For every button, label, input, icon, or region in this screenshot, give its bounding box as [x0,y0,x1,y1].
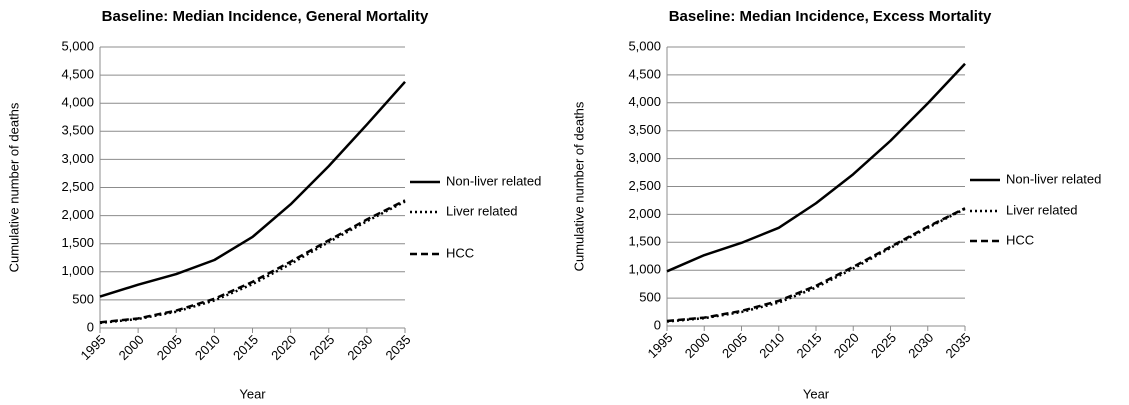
y-tick-label: 3,500 [61,123,94,138]
y-tick-label: 1,500 [61,235,94,250]
chart-panel: Baseline: Median Incidence, Excess Morta… [571,8,1101,401]
y-tick-label: 4,500 [628,66,661,81]
legend-label: HCC [446,245,474,260]
x-tick-label: 2010 [192,332,223,363]
x-tick-label: 2015 [230,332,261,363]
y-tick-label: 1,000 [628,262,661,277]
y-tick-label: 2,500 [61,179,94,194]
x-tick-label: 2005 [154,332,185,363]
x-tick-label: 1995 [77,332,108,363]
x-tick-label: 2030 [905,330,936,361]
x-tick-label: 2000 [116,332,147,363]
y-tick-label: 500 [639,290,661,305]
y-tick-label: 1,000 [61,263,94,278]
x-tick-label: 2005 [719,330,750,361]
x-tick-label: 2000 [682,330,713,361]
y-axis-label: Cumulative number of deaths [6,102,21,272]
data-line [666,207,966,323]
y-tick-label: 3,000 [61,151,94,166]
y-tick-label: 3,500 [628,122,661,137]
y-tick-label: 5,000 [628,38,661,53]
y-tick-label: 4,000 [628,94,661,109]
y-tick-label: 3,000 [628,150,661,165]
y-tick-label: 1,500 [628,234,661,249]
x-tick-label: 1995 [644,330,675,361]
y-tick-label: 5,000 [61,38,94,53]
y-tick-label: 2,500 [628,178,661,193]
y-tick-label: 2,000 [628,206,661,221]
data-line [666,207,966,323]
legend-label: Liver related [1006,202,1078,217]
x-tick-label: 2025 [306,332,337,363]
data-line [99,200,406,325]
data-line [666,62,966,273]
x-tick-label: 2020 [831,330,862,361]
x-tick-label: 2010 [756,330,787,361]
y-tick-label: 4,500 [61,67,94,82]
y-tick-label: 0 [654,317,661,332]
legend-label: Liver related [446,203,518,218]
y-axis-label: Cumulative number of deaths [571,101,586,271]
y-tick-label: 4,000 [61,95,94,110]
x-tick-label: 2020 [268,332,299,363]
x-tick-label: 2035 [382,332,413,363]
data-line [99,81,406,298]
chart-title: Baseline: Median Incidence, General Mort… [102,8,429,25]
chart-panel: Baseline: Median Incidence, General Mort… [6,8,541,401]
x-tick-label: 2015 [793,330,824,361]
chart-title: Baseline: Median Incidence, Excess Morta… [669,8,992,25]
legend-label: HCC [1006,232,1034,247]
x-tick-label: 2030 [344,332,375,363]
y-tick-label: 0 [87,319,94,334]
data-line [99,199,406,324]
y-tick-label: 2,000 [61,207,94,222]
x-axis-label: Year [239,386,266,401]
y-tick-label: 500 [72,291,94,306]
legend-label: Non-liver related [1006,171,1101,186]
x-tick-label: 2025 [868,330,899,361]
x-tick-label: 2035 [942,330,973,361]
x-axis-label: Year [803,386,830,401]
legend-label: Non-liver related [446,173,541,188]
